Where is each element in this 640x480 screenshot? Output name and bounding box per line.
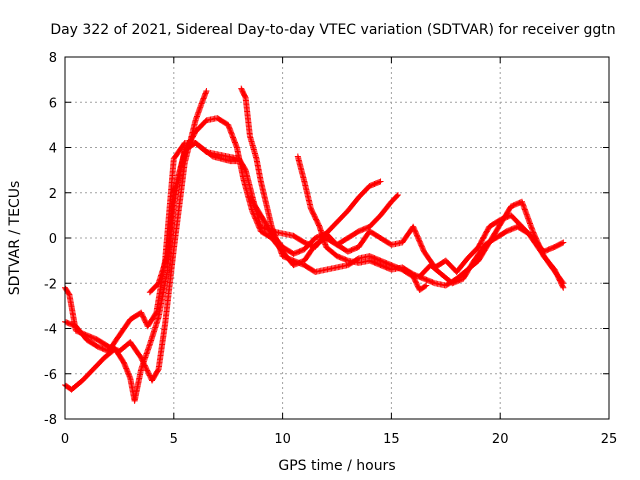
data-points xyxy=(62,85,567,404)
data-point xyxy=(242,93,249,100)
data-point xyxy=(249,209,256,216)
data-point xyxy=(138,356,145,363)
data-point xyxy=(249,207,256,214)
data-point xyxy=(422,283,429,290)
data-point xyxy=(559,279,566,286)
data-point xyxy=(143,366,150,373)
data-point xyxy=(203,87,210,94)
data-point xyxy=(146,371,153,378)
data-point xyxy=(141,362,148,369)
data-point xyxy=(560,239,567,246)
y-tick-label: -8 xyxy=(44,413,57,428)
y-axis-label: SDTVAR / TECUs xyxy=(7,181,23,296)
x-tick-label: 20 xyxy=(492,432,509,447)
data-point xyxy=(251,214,258,221)
data-point xyxy=(377,178,384,185)
data-point xyxy=(394,192,401,199)
data-point xyxy=(252,216,259,223)
y-tick-label: 8 xyxy=(49,51,57,66)
data-point xyxy=(138,354,145,361)
data-point xyxy=(146,372,153,379)
y-tick-label: 6 xyxy=(49,96,57,111)
y-tick-label: -2 xyxy=(44,277,57,292)
data-point xyxy=(143,364,149,371)
series-track-8 xyxy=(416,223,567,287)
data-point xyxy=(144,367,151,374)
data-point xyxy=(423,282,430,289)
x-tick-label: 25 xyxy=(601,432,618,447)
y-tick-label: 2 xyxy=(49,187,57,202)
y-axis-ticks: -8 -6 -4 -2 0 2 4 6 8 xyxy=(44,51,609,428)
x-tick-label: 10 xyxy=(274,432,291,447)
data-point xyxy=(255,223,262,230)
data-point xyxy=(250,210,257,217)
data-point xyxy=(394,192,400,199)
x-tick-label: 15 xyxy=(383,432,400,447)
data-point xyxy=(252,215,259,222)
data-point xyxy=(256,224,263,231)
y-tick-label: 4 xyxy=(49,142,57,157)
data-point xyxy=(142,363,149,370)
series-track-5 xyxy=(238,85,430,294)
data-point xyxy=(253,218,260,225)
data-point xyxy=(251,212,258,219)
data-point xyxy=(255,221,262,228)
data-point xyxy=(256,225,263,232)
data-point xyxy=(144,368,151,375)
data-point xyxy=(154,367,161,374)
data-point xyxy=(141,361,148,368)
x-tick-label: 0 xyxy=(61,432,69,447)
x-tick-label: 5 xyxy=(170,432,178,447)
data-point xyxy=(140,359,147,366)
data-point xyxy=(145,370,152,376)
y-tick-label: -4 xyxy=(44,323,57,338)
y-tick-label: 0 xyxy=(49,232,57,247)
x-axis-label: GPS time / hours xyxy=(278,458,395,474)
data-point xyxy=(139,357,146,364)
data-point xyxy=(559,240,566,247)
data-point xyxy=(254,219,261,226)
data-point xyxy=(250,211,257,218)
data-point xyxy=(560,280,567,287)
y-tick-label: -6 xyxy=(44,368,57,383)
chart-title: Day 322 of 2021, Sidereal Day-to-day VTE… xyxy=(50,22,615,38)
plot-frame xyxy=(64,56,610,420)
data-point xyxy=(254,220,261,227)
data-point xyxy=(343,257,350,264)
data-point xyxy=(139,358,146,365)
